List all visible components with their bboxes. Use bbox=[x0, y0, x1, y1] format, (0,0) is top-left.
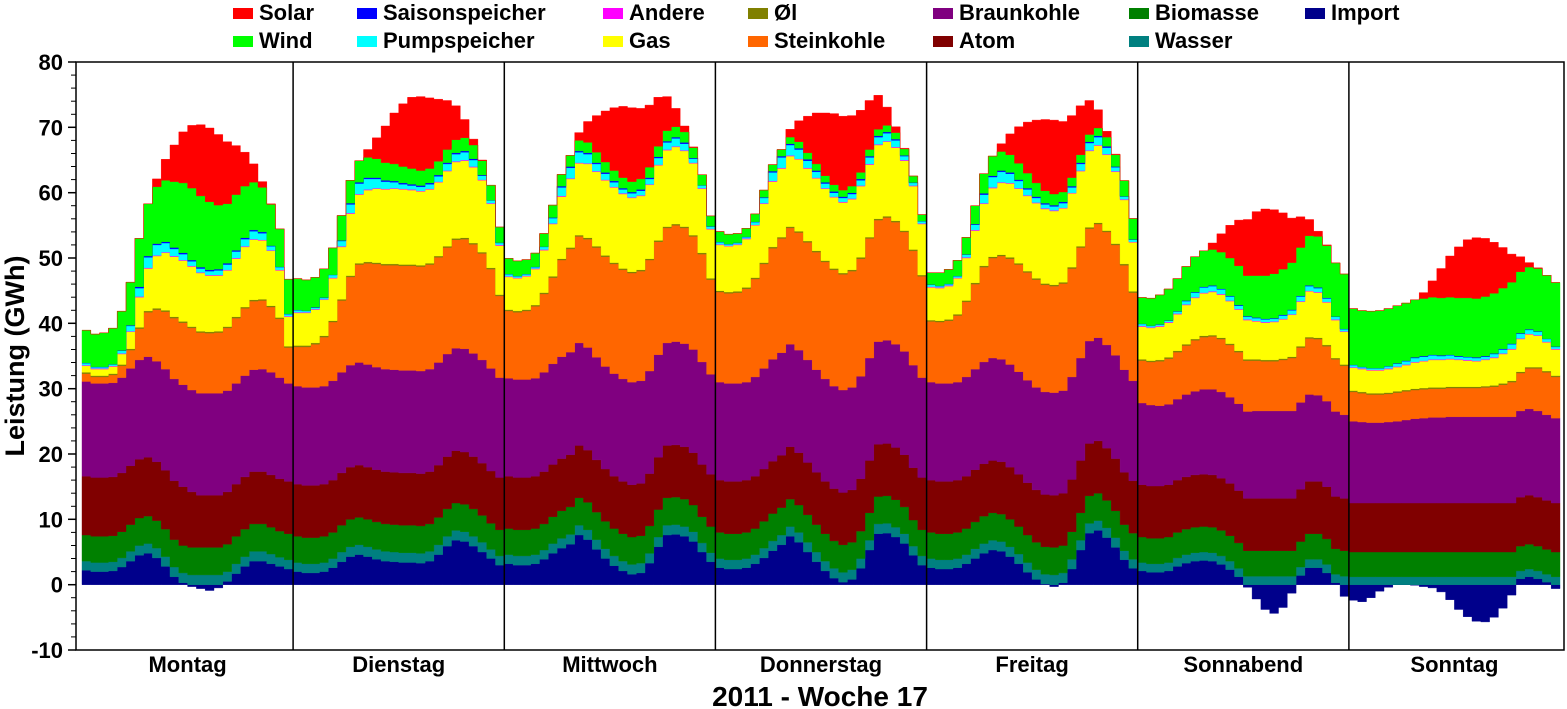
legend-label-braunkohle: Braunkohle bbox=[959, 0, 1081, 25]
legend-item-andere: Andere bbox=[603, 0, 705, 26]
legend-swatch-wasser bbox=[1129, 35, 1149, 47]
legend: Solar Saisonspeicher Andere Øl Braunkohl… bbox=[0, 0, 1567, 58]
legend-swatch-import bbox=[1305, 7, 1325, 19]
x-axis: Montag Dienstag Mittwoch Donnerstag Freitag S… bbox=[148, 652, 1498, 677]
y-axis-title: Leistung (GWh) bbox=[0, 256, 30, 457]
legend-item-steinkohle: Steinkohle bbox=[748, 28, 885, 54]
legend-item-oel: Øl bbox=[748, 0, 797, 26]
legend-label-andere: Andere bbox=[629, 0, 705, 25]
y-tick-label: 40 bbox=[39, 311, 63, 336]
y-tick-label: 20 bbox=[39, 442, 63, 467]
stacked-areas bbox=[81, 95, 1561, 623]
legend-item-gas: Gas bbox=[603, 28, 671, 54]
legend-item-atom: Atom bbox=[933, 28, 1015, 54]
legend-label-pumpspeicher: Pumpspeicher bbox=[383, 28, 535, 53]
y-tick-label: 30 bbox=[39, 377, 63, 402]
legend-swatch-steinkohle bbox=[748, 35, 768, 47]
y-tick-label: 80 bbox=[39, 50, 63, 75]
legend-item-import: Import bbox=[1305, 0, 1399, 26]
legend-label-solar: Solar bbox=[259, 0, 315, 25]
legend-swatch-solar bbox=[233, 7, 253, 19]
day-separators bbox=[292, 62, 1350, 650]
x-tick-label-sonnabend: Sonnabend bbox=[1183, 652, 1303, 677]
legend-swatch-gas bbox=[603, 35, 623, 47]
legend-label-biomasse: Biomasse bbox=[1155, 0, 1259, 25]
legend-label-oel: Øl bbox=[774, 0, 798, 25]
legend-item-wasser: Wasser bbox=[1129, 28, 1232, 54]
x-tick-label-freitag: Freitag bbox=[995, 652, 1068, 677]
legend-swatch-saisonspeicher bbox=[357, 7, 377, 19]
legend-label-wasser: Wasser bbox=[1155, 28, 1233, 53]
y-tick-label: 70 bbox=[39, 115, 63, 140]
y-tick-label: 60 bbox=[39, 181, 63, 206]
legend-item-solar: Solar bbox=[233, 0, 314, 26]
series-area-solar bbox=[82, 95, 1560, 335]
legend-swatch-biomasse bbox=[1129, 7, 1149, 19]
legend-swatch-oel bbox=[748, 7, 768, 19]
legend-swatch-braunkohle bbox=[933, 7, 953, 19]
plot-frame bbox=[75, 61, 1565, 651]
x-axis-title: 2011 - Woche 17 bbox=[712, 681, 928, 709]
y-tick-label: 10 bbox=[39, 507, 63, 532]
legend-swatch-andere bbox=[603, 7, 623, 19]
legend-label-steinkohle: Steinkohle bbox=[774, 28, 886, 53]
legend-item-saisonspeicher: Saisonspeicher bbox=[357, 0, 546, 26]
legend-swatch-wind bbox=[233, 35, 253, 47]
y-tick-label: -10 bbox=[31, 638, 63, 663]
x-tick-label-dienstag: Dienstag bbox=[352, 652, 445, 677]
legend-item-pumpspeicher: Pumpspeicher bbox=[357, 28, 535, 54]
legend-item-braunkohle: Braunkohle bbox=[933, 0, 1080, 26]
legend-label-atom: Atom bbox=[959, 28, 1016, 53]
legend-label-wind: Wind bbox=[259, 28, 313, 53]
legend-item-wind: Wind bbox=[233, 28, 313, 54]
y-tick-label: 0 bbox=[51, 573, 63, 598]
legend-item-biomasse: Biomasse bbox=[1129, 0, 1259, 26]
x-tick-label-mittwoch: Mittwoch bbox=[562, 652, 657, 677]
y-tick-label: 50 bbox=[39, 246, 63, 271]
x-tick-label-donnerstag: Donnerstag bbox=[760, 652, 882, 677]
legend-swatch-atom bbox=[933, 35, 953, 47]
y-axis: -10 0 10 20 30 40 50 60 70 80 bbox=[31, 50, 76, 663]
x-tick-label-sonntag: Sonntag bbox=[1410, 652, 1498, 677]
legend-label-gas: Gas bbox=[629, 28, 671, 53]
legend-swatch-pumpspeicher bbox=[357, 35, 377, 47]
legend-label-saisonspeicher: Saisonspeicher bbox=[383, 0, 546, 25]
legend-label-import: Import bbox=[1331, 0, 1400, 25]
x-tick-label-montag: Montag bbox=[148, 652, 226, 677]
